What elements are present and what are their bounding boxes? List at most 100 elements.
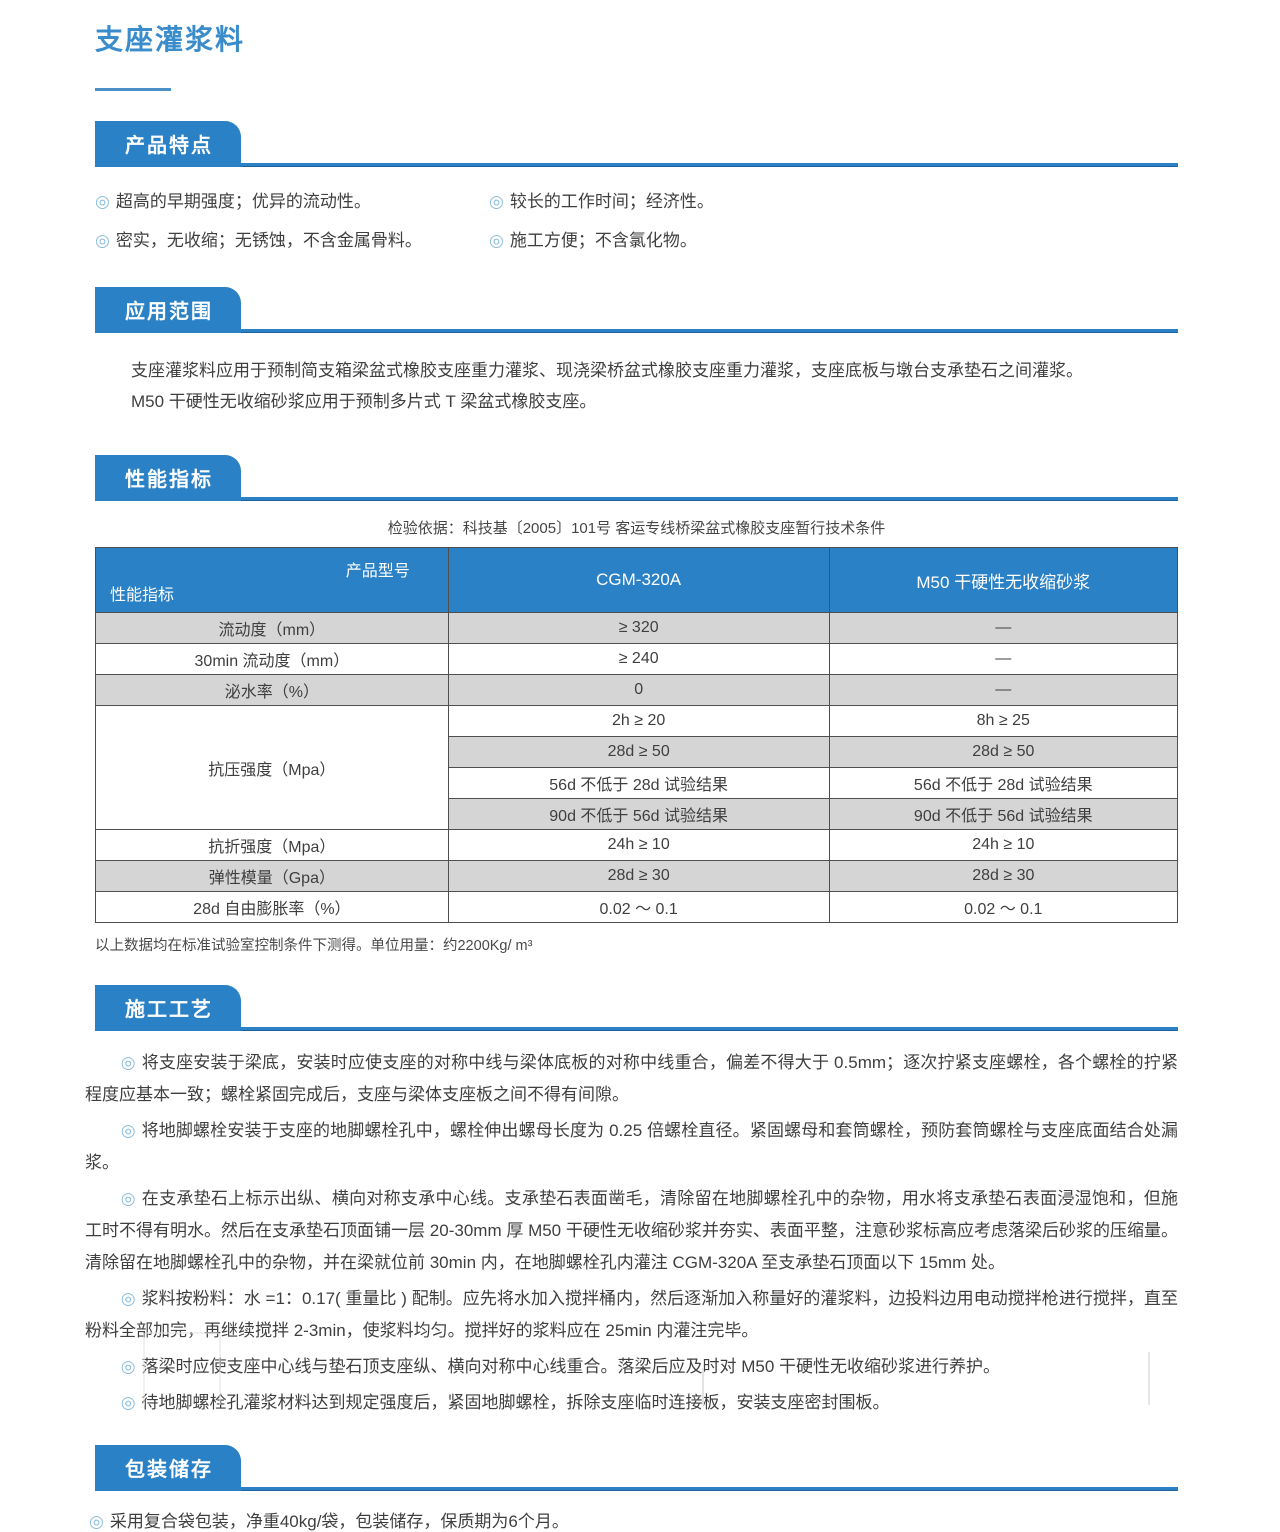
table-row: 90d 不低于 56d 试验结果 90d 不低于 56d 试验结果 <box>96 798 1179 830</box>
merged-row-label: 抗压强度（Mpa） <box>95 705 449 830</box>
m50-value: 90d 不低于 56d 试验结果 <box>828 798 1179 830</box>
table-row: 弹性模量（Gpa） 28d ≥ 30 28d ≥ 30 <box>95 860 1179 892</box>
feature-text: 超高的早期强度；优异的流动性。 <box>115 192 371 211</box>
process-step-text: 在支承垫石上标示出纵、横向对称支承中心线。支承垫石表面凿毛，清除留在地脚螺栓孔中… <box>85 1189 1178 1272</box>
cgm-value: 28d ≥ 50 <box>447 736 830 768</box>
section-rule <box>95 329 1178 333</box>
m50-value: 56d 不低于 28d 试验结果 <box>828 767 1179 799</box>
row-label: 流动度（mm） <box>95 612 449 644</box>
bullseye-bullet-icon: ◎ <box>489 192 504 211</box>
section-rule <box>95 497 1178 501</box>
feature-item: ◎ 较长的工作时间；经济性。 <box>489 187 1178 212</box>
datasheet-page: 支座灌浆料 产品特点 ◎ 超高的早期强度；优异的流动性。 ◎ 较长的工作时间；经济性… <box>85 24 1179 1531</box>
bullseye-bullet-icon: ◎ <box>95 231 110 250</box>
feature-text: 施工方便；不含氯化物。 <box>509 231 697 250</box>
application-text: 支座灌浆料应用于预制简支箱梁盆式橡胶支座重力灌浆、现浇梁桥盆式橡胶支座重力灌浆，… <box>95 355 1178 417</box>
process-step-text: 待地脚螺栓孔灌浆材料达到规定强度后，紧固地脚螺栓，拆除支座临时连接板，安装支座密… <box>141 1393 890 1412</box>
section-performance: 性能指标 检验依据：科技基〔2005〕101号 客运专线桥梁盆式橡胶支座暂行技术… <box>95 455 1179 955</box>
row-label: 抗折强度（Mpa） <box>95 829 449 861</box>
process-step-text: 将地脚螺栓安装于支座的地脚螺栓孔中，螺栓伸出螺母长度为 0.25 倍螺栓直径。紧… <box>85 1121 1178 1172</box>
title-underline <box>95 88 171 91</box>
section-packaging: 包装储存 ◎ 采用复合袋包装，净重40kg/袋，包装储存，保质期为6个月。 <box>89 1445 1178 1532</box>
table-row: 抗压强度（Mpa） 2h ≥ 20 8h ≥ 25 <box>95 705 1179 830</box>
row-label: 30min 流动度（mm） <box>95 643 449 675</box>
table-footnote: 以上数据均在标准试验室控制条件下测得。单位用量：约2200Kg/ m³ <box>95 938 533 954</box>
feature-item: ◎ 施工方便；不含氯化物。 <box>489 226 1178 251</box>
diagonal-header-cell: 产品型号 性能指标 <box>95 547 449 613</box>
m50-value: — <box>828 674 1179 706</box>
section-header-packaging: 包装储存 <box>95 1445 1178 1491</box>
section-rule <box>95 163 1178 167</box>
process-steps: ◎ 将支座安装于梁底，安装时应使支座的对称中线与梁体底板的对称中线重合，偏差不得大… <box>85 1047 1178 1419</box>
cgm-value: 2h ≥ 20 <box>447 705 830 737</box>
bullseye-bullet-icon: ◎ <box>120 1121 136 1140</box>
bullseye-bullet-icon: ◎ <box>489 231 504 250</box>
section-application: 应用范围 支座灌浆料应用于预制简支箱梁盆式橡胶支座重力灌浆、现浇梁桥盆式橡胶支座… <box>95 287 1178 417</box>
features-list: ◎ 超高的早期强度；优异的流动性。 ◎ 较长的工作时间；经济性。 ◎ 密实，无收缩；无… <box>95 187 1178 251</box>
section-rule <box>95 1027 1178 1031</box>
m50-value: 24h ≥ 10 <box>828 829 1179 861</box>
m50-value: 8h ≥ 25 <box>828 705 1179 737</box>
process-step: ◎ 将地脚螺栓安装于支座的地脚螺栓孔中，螺栓伸出螺母长度为 0.25 倍螺栓直径。… <box>85 1115 1178 1179</box>
application-line: M50 干硬性无收缩砂浆应用于预制多片式 T 梁盆式橡胶支座。 <box>131 392 597 411</box>
section-features: 产品特点 ◎ 超高的早期强度；优异的流动性。 ◎ 较长的工作时间；经济性。 ◎ 密实，… <box>95 121 1178 251</box>
packaging-text: ◎ 采用复合袋包装，净重40kg/袋，包装储存，保质期为6个月。 <box>89 1507 1178 1532</box>
test-basis-note: 检验依据：科技基〔2005〕101号 客运专线桥梁盆式橡胶支座暂行技术条件 <box>387 520 886 537</box>
cgm-value: 0 <box>447 674 830 706</box>
table-header-row: 产品型号 性能指标 CGM-320A M50 干硬性无收缩砂浆 <box>95 547 1179 613</box>
bullseye-bullet-icon: ◎ <box>120 1357 136 1376</box>
bullseye-bullet-icon: ◎ <box>120 1053 136 1072</box>
page-title: 支座灌浆料 <box>95 24 246 55</box>
application-line: 支座灌浆料应用于预制简支箱梁盆式橡胶支座重力灌浆、现浇梁桥盆式橡胶支座重力灌浆，… <box>131 361 1083 380</box>
section-header-features: 产品特点 <box>95 121 1178 167</box>
feature-item: ◎ 密实，无收缩；无锈蚀，不含金属骨料。 <box>95 226 489 251</box>
cgm-value: ≥ 240 <box>447 643 830 675</box>
section-badge-performance: 性能指标 <box>95 455 241 501</box>
process-step-text: 浆料按粉料：水 =1：0.17( 重量比 ) 配制。应先将水加入搅拌桶内，然后逐… <box>85 1289 1178 1340</box>
table-row: 泌水率（%） 0 — <box>95 674 1179 706</box>
row-label: 弹性模量（Gpa） <box>95 860 449 892</box>
process-step: ◎ 浆料按粉料：水 =1：0.17( 重量比 ) 配制。应先将水加入搅拌桶内，然后… <box>85 1283 1178 1347</box>
section-badge-features: 产品特点 <box>95 121 241 167</box>
section-header-application: 应用范围 <box>95 287 1178 333</box>
section-rule <box>95 1487 1178 1491</box>
cgm-value: 0.02 ～ 0.1 <box>447 891 830 923</box>
section-header-process: 施工工艺 <box>95 985 1178 1031</box>
section-badge-process: 施工工艺 <box>95 985 241 1031</box>
m50-value: — <box>828 612 1179 644</box>
header-product-model: 产品型号 <box>345 563 410 580</box>
process-step-text: 将支座安装于梁底，安装时应使支座的对称中线与梁体底板的对称中线重合，偏差不得大于… <box>85 1053 1178 1104</box>
bullseye-bullet-icon: ◎ <box>120 1189 136 1208</box>
feature-text: 密实，无收缩；无锈蚀，不含金属骨料。 <box>115 231 422 250</box>
bullseye-bullet-icon: ◎ <box>95 192 110 211</box>
m50-value: 28d ≥ 50 <box>828 736 1179 768</box>
table-row: 28d 自由膨胀率（%） 0.02 ～ 0.1 0.02 ～ 0.1 <box>95 891 1179 923</box>
header-performance-index: 性能指标 <box>110 587 175 604</box>
cgm-value: 24h ≥ 10 <box>447 829 830 861</box>
m50-value: — <box>828 643 1179 675</box>
process-step: ◎ 将支座安装于梁底，安装时应使支座的对称中线与梁体底板的对称中线重合，偏差不得大… <box>85 1047 1178 1111</box>
cgm-value: 90d 不低于 56d 试验结果 <box>447 798 830 830</box>
column-header-cgm: CGM-320A <box>447 547 830 613</box>
table-row: 流动度（mm） ≥ 320 — <box>95 612 1179 644</box>
section-process: 施工工艺 ◎ 将支座安装于梁底，安装时应使支座的对称中线与梁体底板的对称中线重合，… <box>85 985 1178 1419</box>
section-badge-packaging: 包装储存 <box>95 1445 241 1491</box>
m50-value: 0.02 ～ 0.1 <box>828 891 1179 923</box>
bullseye-bullet-icon: ◎ <box>120 1393 136 1412</box>
cgm-value: 28d ≥ 30 <box>447 860 830 892</box>
section-header-performance: 性能指标 <box>95 455 1178 501</box>
process-step: ◎ 待地脚螺栓孔灌浆材料达到规定强度后，紧固地脚螺栓，拆除支座临时连接板，安装支座… <box>85 1387 1178 1419</box>
bullseye-bullet-icon: ◎ <box>89 1512 104 1531</box>
feature-item: ◎ 超高的早期强度；优异的流动性。 <box>95 187 489 212</box>
m50-value: 28d ≥ 30 <box>828 860 1179 892</box>
packaging-line: 采用复合袋包装，净重40kg/袋，包装储存，保质期为6个月。 <box>109 1512 569 1531</box>
cgm-value: 56d 不低于 28d 试验结果 <box>447 767 830 799</box>
section-badge-application: 应用范围 <box>95 287 241 333</box>
process-step-text: 落梁时应使支座中心线与垫石顶支座纵、横向对称中心线重合。落梁后应及时对 M50 … <box>141 1357 1001 1376</box>
table-row: 30min 流动度（mm） ≥ 240 — <box>95 643 1179 675</box>
table-row: 抗折强度（Mpa） 24h ≥ 10 24h ≥ 10 <box>95 829 1179 861</box>
bullseye-bullet-icon: ◎ <box>120 1289 136 1308</box>
process-step: ◎ 落梁时应使支座中心线与垫石顶支座纵、横向对称中心线重合。落梁后应及时对 M50… <box>85 1351 1178 1383</box>
row-label: 泌水率（%） <box>95 674 449 706</box>
process-step: ◎ 在支承垫石上标示出纵、横向对称支承中心线。支承垫石表面凿毛，清除留在地脚螺栓孔… <box>85 1183 1178 1279</box>
